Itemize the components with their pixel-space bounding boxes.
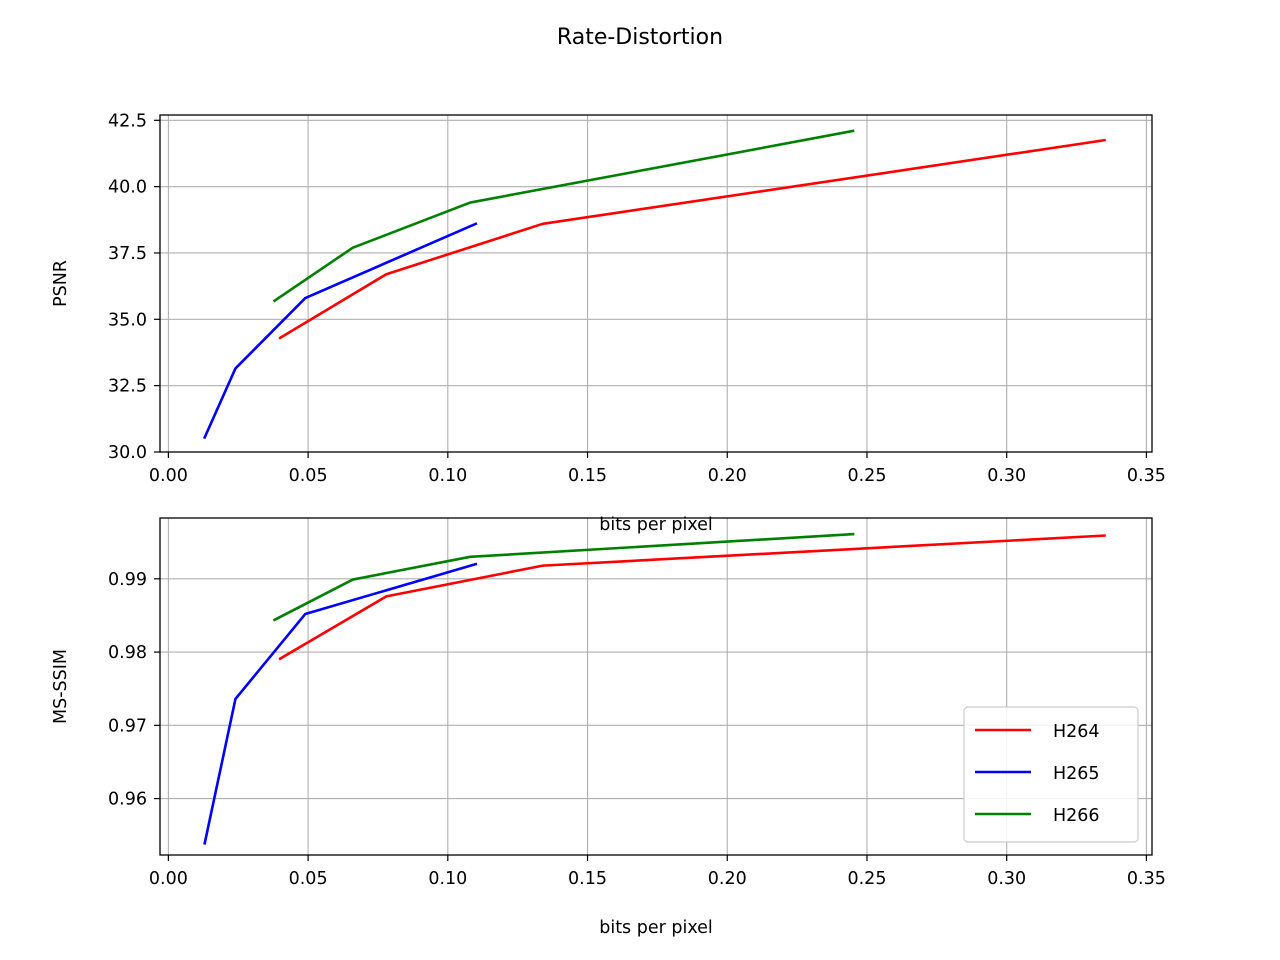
ms-ssim-series-h266-line <box>272 532 855 622</box>
figure-suptitle: Rate-Distortion <box>557 25 723 50</box>
ms-ssim-x-tick-label: 0.10 <box>428 869 467 889</box>
psnr-y-tick-label: 37.5 <box>108 244 147 264</box>
ms-ssim-x-tick-label: 0.30 <box>987 869 1026 889</box>
psnr-ticks: 0.00 0.05 0.10 0.15 0.20 0.25 0.30 0.35 30.0 32.5… <box>108 111 1166 486</box>
legend-label-h264: H264 <box>1053 722 1100 742</box>
ms-ssim-y-tick-label: 0.97 <box>108 716 147 736</box>
psnr-x-tick-label: 0.15 <box>568 466 607 486</box>
ms-ssim-y-axis-label: MS-SSIM <box>51 649 71 724</box>
ms-ssim-x-tick-label: 0.35 <box>1127 869 1166 889</box>
ms-ssim-x-axis-label: bits per pixel <box>599 918 713 938</box>
psnr-x-axis-label: bits per pixel <box>599 515 713 535</box>
ms-ssim-series <box>203 532 1106 845</box>
psnr-axes-box <box>159 114 1153 453</box>
psnr-x-tick-label: 0.35 <box>1127 466 1166 486</box>
psnr-x-tick-label: 0.20 <box>708 466 747 486</box>
psnr-y-tick-label: 42.5 <box>108 111 147 131</box>
ms-ssim-grid <box>160 518 1152 855</box>
ms-ssim-x-tick-label: 0.15 <box>568 869 607 889</box>
psnr-series-h265-line <box>202 222 478 440</box>
psnr-series <box>202 129 1106 440</box>
ms-ssim-axes-frame <box>159 517 1153 856</box>
legend-label-h265: H265 <box>1053 764 1100 784</box>
psnr-x-tick-label: 0.10 <box>428 466 467 486</box>
psnr-y-tick-label: 32.5 <box>108 377 147 397</box>
psnr-y-axis-label: PSNR <box>51 260 71 307</box>
ms-ssim-x-tick-label: 0.00 <box>149 869 188 889</box>
psnr-series-h264-line <box>278 138 1106 340</box>
legend: H264 H265 H266 <box>963 706 1139 843</box>
psnr-y-tick-label: 30.0 <box>108 443 147 463</box>
psnr-x-tick-label: 0.30 <box>987 466 1026 486</box>
ms-ssim-y-tick-label: 0.98 <box>108 643 147 663</box>
psnr-axes-frame <box>159 114 1153 453</box>
ms-ssim-x-tick-label: 0.20 <box>708 869 747 889</box>
ms-ssim-x-tick-label: 0.05 <box>289 869 328 889</box>
legend-label-h266: H266 <box>1053 806 1100 826</box>
ms-ssim-y-tick-label: 0.99 <box>108 570 147 590</box>
ms-ssim-subplot: 0.00 0.05 0.10 0.15 0.20 0.25 0.30 0.35 0.96 0.97… <box>51 517 1166 938</box>
ms-ssim-x-tick-label: 0.25 <box>847 869 886 889</box>
ms-ssim-axes-box <box>159 517 1153 856</box>
psnr-y-tick-label: 35.0 <box>108 310 147 330</box>
psnr-x-tick-label: 0.05 <box>289 466 328 486</box>
ms-ssim-ticks: 0.00 0.05 0.10 0.15 0.20 0.25 0.30 0.35 0.96 0.97… <box>108 570 1166 889</box>
psnr-subplot: 0.00 0.05 0.10 0.15 0.20 0.25 0.30 0.35 30.0 32.5… <box>51 111 1166 535</box>
ms-ssim-y-tick-label: 0.96 <box>108 790 147 810</box>
psnr-y-tick-label: 40.0 <box>108 178 147 198</box>
ms-ssim-series-h264-line <box>278 534 1106 661</box>
psnr-x-tick-label: 0.25 <box>847 466 886 486</box>
psnr-series-h266-line <box>272 129 855 303</box>
ms-ssim-series-h265-line <box>203 562 478 845</box>
legend-box <box>963 706 1139 843</box>
psnr-x-tick-label: 0.00 <box>149 466 188 486</box>
